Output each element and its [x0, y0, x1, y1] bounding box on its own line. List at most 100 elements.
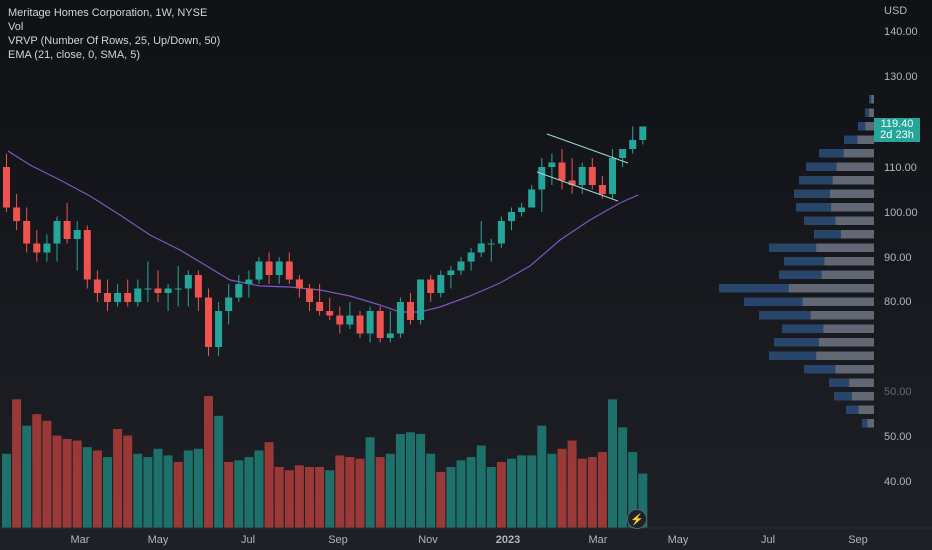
time-tick-label[interactable]: Mar — [589, 534, 608, 546]
candle[interactable] — [154, 288, 162, 294]
candle[interactable] — [487, 243, 495, 245]
candle[interactable] — [3, 167, 10, 208]
candle[interactable] — [43, 243, 51, 253]
candle[interactable] — [407, 302, 414, 320]
candle[interactable] — [174, 288, 182, 290]
price-tick-label[interactable]: 100.00 — [884, 207, 918, 219]
candle[interactable] — [326, 311, 334, 316]
candle[interactable] — [538, 167, 546, 190]
symbol-title[interactable]: Meritage Homes Corporation, 1W, NYSE — [8, 7, 208, 19]
candle[interactable] — [396, 302, 404, 334]
candle[interactable] — [23, 221, 31, 244]
candle[interactable] — [508, 212, 515, 221]
candle[interactable] — [427, 279, 435, 294]
candle[interactable] — [13, 207, 21, 222]
time-tick-label[interactable]: 2023 — [496, 534, 520, 546]
candle[interactable] — [63, 221, 71, 239]
candle[interactable] — [366, 311, 374, 334]
time-tick-label[interactable]: May — [668, 534, 689, 546]
channel-lower-line[interactable] — [536, 171, 619, 202]
price-tick-label[interactable]: 140.00 — [884, 26, 918, 38]
time-tick-label[interactable]: Jul — [761, 534, 775, 546]
candle[interactable] — [417, 279, 425, 321]
price-tick-label[interactable]: 130.00 — [884, 71, 918, 83]
price-tick-label[interactable]: 110.00 — [884, 162, 917, 174]
candle[interactable] — [205, 297, 212, 348]
candle[interactable] — [447, 270, 455, 276]
candle[interactable] — [528, 189, 536, 208]
candle[interactable] — [467, 252, 475, 262]
time-tick-label[interactable]: May — [148, 534, 169, 546]
candle[interactable] — [639, 126, 647, 141]
volume-indicator-label[interactable]: Vol — [8, 21, 24, 33]
candle[interactable] — [215, 311, 223, 347]
candle[interactable] — [548, 162, 556, 168]
candle[interactable] — [316, 302, 324, 311]
volume-profile-row-up — [821, 270, 874, 279]
candle[interactable] — [285, 261, 293, 280]
candle[interactable] — [255, 261, 263, 280]
candle[interactable] — [356, 315, 364, 334]
candle[interactable] — [578, 167, 586, 185]
volume-bar — [537, 425, 547, 528]
go-live-button[interactable]: ⚡ — [627, 509, 647, 529]
price-tick-label[interactable]: 50.00 — [884, 431, 912, 443]
candle[interactable] — [346, 315, 354, 325]
candle[interactable] — [235, 284, 243, 298]
candle[interactable] — [73, 230, 81, 239]
price-tick-label[interactable]: 40.00 — [884, 476, 912, 488]
candle[interactable] — [558, 162, 566, 181]
candle[interactable] — [568, 180, 576, 186]
volume-bar — [153, 448, 163, 528]
candle[interactable] — [619, 149, 627, 158]
time-tick-label[interactable]: Nov — [418, 534, 438, 546]
candle[interactable] — [245, 279, 253, 285]
candle[interactable] — [457, 261, 465, 271]
candle[interactable] — [437, 275, 445, 293]
candle[interactable] — [376, 311, 384, 338]
candle[interactable] — [93, 279, 101, 294]
ema-indicator-label[interactable]: EMA (21, close, 0, SMA, 5) — [8, 49, 141, 61]
candle[interactable] — [83, 230, 91, 280]
candle[interactable] — [265, 261, 273, 276]
candle[interactable] — [518, 207, 526, 213]
volume-bar — [12, 399, 22, 528]
candle[interactable] — [104, 293, 111, 302]
price-tick-label[interactable]: 80.00 — [884, 296, 912, 308]
volume-bar — [264, 442, 274, 528]
channel-upper-line[interactable] — [546, 133, 629, 164]
candle[interactable] — [184, 275, 192, 289]
time-tick-label[interactable]: Sep — [848, 534, 868, 546]
time-tick-label[interactable]: Jul — [241, 534, 255, 546]
candle[interactable] — [33, 243, 41, 253]
time-tick-label[interactable]: Mar — [71, 534, 90, 546]
ema-line[interactable] — [7, 150, 639, 313]
price-tick-label[interactable]: 90.00 — [884, 252, 912, 264]
candle[interactable] — [477, 243, 485, 253]
candle[interactable] — [306, 288, 313, 303]
candle[interactable] — [134, 288, 142, 303]
price-tick-label[interactable]: 50.00 — [884, 386, 912, 398]
candle[interactable] — [225, 297, 233, 312]
candle[interactable] — [275, 261, 283, 276]
volume-bar — [62, 438, 72, 528]
candle[interactable] — [629, 140, 637, 149]
volume-bar — [163, 455, 173, 528]
candle[interactable] — [336, 315, 344, 325]
candle[interactable] — [53, 221, 61, 244]
candle[interactable] — [114, 293, 122, 302]
candle[interactable] — [588, 167, 596, 185]
candle[interactable] — [124, 293, 132, 302]
candle[interactable] — [194, 275, 202, 298]
candle[interactable] — [497, 221, 505, 244]
candle[interactable] — [609, 158, 616, 194]
candle[interactable] — [386, 333, 394, 339]
candle[interactable] — [295, 279, 303, 289]
candle[interactable] — [164, 288, 172, 294]
vrvp-indicator-label[interactable]: VRVP (Number Of Rows, 25, Up/Down, 50) — [8, 35, 221, 47]
candle[interactable] — [598, 185, 606, 194]
time-tick-label[interactable]: Sep — [328, 534, 348, 546]
candle[interactable] — [144, 288, 152, 290]
